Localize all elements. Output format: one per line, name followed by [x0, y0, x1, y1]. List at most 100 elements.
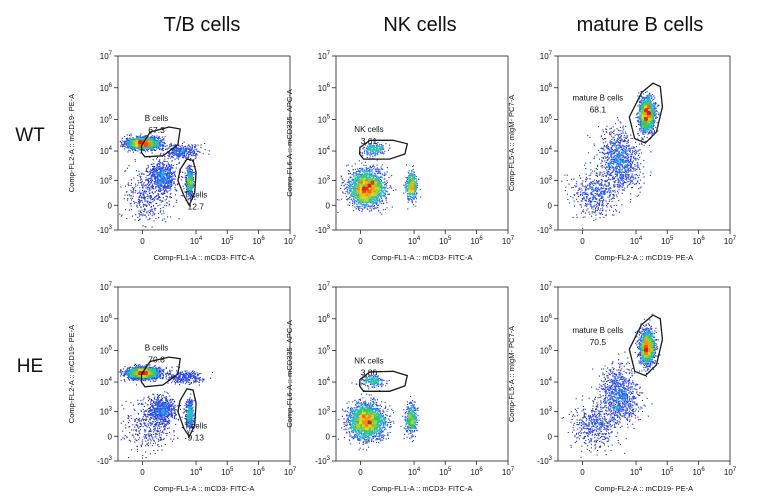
event-dot — [122, 138, 123, 139]
event-dot — [172, 167, 173, 168]
event-dot — [343, 193, 344, 194]
event-dot — [163, 148, 164, 149]
event-dot — [195, 156, 196, 157]
event-dot — [129, 209, 130, 210]
event-dot — [131, 192, 132, 193]
event-dot — [175, 184, 176, 185]
event-dot — [162, 201, 163, 202]
event-dot — [149, 138, 150, 139]
event-dot — [370, 153, 371, 154]
event-dot — [420, 189, 421, 190]
event-dot — [388, 177, 389, 178]
event-dot — [377, 205, 378, 206]
event-dot — [154, 147, 155, 148]
event-dot — [151, 170, 152, 171]
event-dot — [379, 169, 380, 170]
event-dot — [188, 154, 189, 155]
event-dot — [146, 206, 147, 207]
event-dot — [148, 203, 149, 204]
event-dot — [169, 179, 170, 180]
event-dot — [165, 149, 166, 150]
event-dot — [191, 152, 192, 153]
event-dot — [173, 165, 174, 166]
x-tick-label: 0 — [140, 237, 145, 246]
event-dot — [369, 173, 370, 174]
event-dot — [192, 184, 193, 185]
event-dot — [167, 185, 168, 186]
event-dot — [157, 138, 158, 139]
event-dot — [169, 144, 170, 145]
column-title-tb-cells: T/B cells — [164, 14, 241, 36]
event-dot — [126, 218, 127, 219]
event-dot — [180, 146, 181, 147]
event-dot — [135, 214, 136, 215]
event-dot — [359, 170, 360, 171]
event-dot — [172, 168, 173, 169]
event-dot — [185, 184, 186, 185]
event-dot — [208, 154, 209, 155]
event-dot — [413, 169, 414, 170]
event-dot — [356, 208, 357, 209]
event-dot — [153, 186, 154, 187]
event-dot — [144, 209, 145, 210]
event-dot — [138, 197, 139, 198]
event-dot — [143, 194, 144, 195]
event-dot — [138, 203, 139, 204]
event-dot — [172, 154, 173, 155]
event-dot — [366, 165, 367, 166]
event-dot — [378, 173, 379, 174]
event-dot — [187, 186, 188, 187]
event-dot — [155, 139, 156, 140]
gate-percent-label: 67.3 — [148, 125, 165, 135]
event-dot — [345, 193, 346, 194]
event-dot — [156, 149, 157, 150]
event-dot — [182, 143, 183, 144]
event-dot — [357, 206, 358, 207]
event-dot — [144, 204, 145, 205]
event-dot — [138, 199, 139, 200]
gate-percent-label: 12.7 — [187, 201, 204, 211]
event-dot — [130, 190, 131, 191]
event-dot — [163, 197, 164, 198]
event-dot — [139, 140, 140, 141]
event-dot — [163, 163, 164, 164]
event-dot — [174, 154, 175, 155]
event-dot — [350, 186, 351, 187]
event-dot — [197, 154, 198, 155]
event-dot — [174, 178, 175, 179]
event-dot — [366, 147, 367, 148]
event-dot — [126, 138, 127, 139]
event-dot — [358, 208, 359, 209]
event-dot — [384, 151, 385, 152]
event-dot — [144, 195, 145, 196]
event-dot — [380, 172, 381, 173]
event-dot — [176, 202, 177, 203]
event-dot — [140, 201, 141, 202]
event-dot — [155, 208, 156, 209]
event-dot — [182, 172, 183, 173]
event-dot — [403, 185, 404, 186]
event-dot — [186, 154, 187, 155]
event-dot — [171, 178, 172, 179]
event-dot — [163, 142, 164, 143]
event-dot — [139, 200, 140, 201]
event-dot — [154, 176, 155, 177]
event-dot — [133, 177, 134, 178]
event-dot — [192, 183, 193, 184]
event-dot — [187, 184, 188, 185]
event-dot — [403, 193, 404, 194]
event-dot — [344, 181, 345, 182]
event-dot — [155, 218, 156, 219]
event-dot — [353, 174, 354, 175]
event-dot — [164, 218, 165, 219]
event-dot — [141, 178, 142, 179]
event-dot — [148, 191, 149, 192]
event-dot — [172, 160, 173, 161]
event-dot — [159, 143, 160, 144]
event-dot — [159, 188, 160, 189]
event-dot — [354, 172, 355, 173]
event-dot — [156, 158, 157, 159]
event-dot — [162, 148, 163, 149]
event-dot — [137, 205, 138, 206]
